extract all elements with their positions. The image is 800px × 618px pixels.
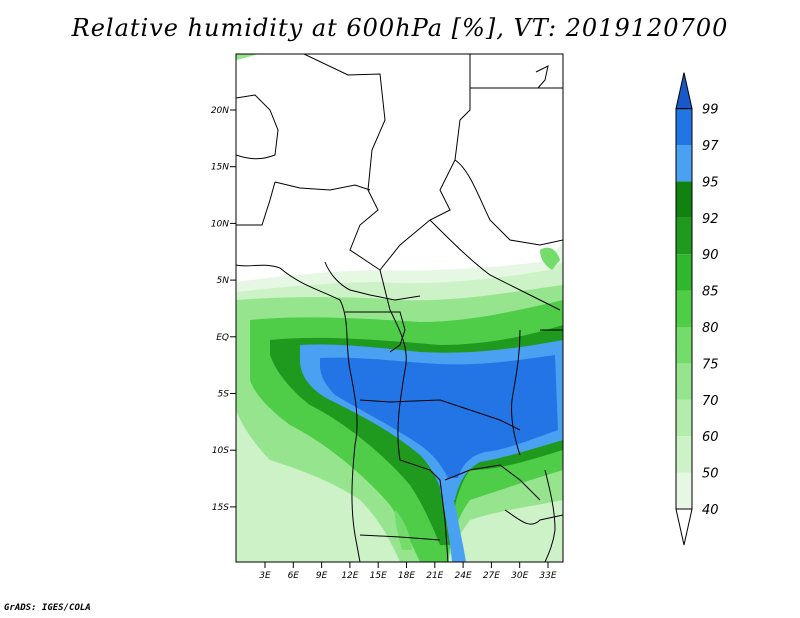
lat-tick-label: 15N: [211, 163, 229, 173]
colorbar-label: 60: [702, 430, 719, 445]
lat-tick-label: 10N: [211, 219, 229, 229]
colorbar-segment: [676, 290, 692, 327]
colorbar-frame: [675, 108, 693, 510]
colorbar-label: 92: [702, 212, 719, 227]
colorbar-segment: [676, 472, 692, 509]
latitude-axis: 20N 15N 10N 5N EQ 5S 10S 15S: [211, 106, 236, 513]
colorbar-label: 50: [702, 467, 719, 482]
colorbar-segment: [676, 145, 692, 182]
colorbar-lower-triangle: [675, 508, 693, 546]
colorbar-segment: [676, 181, 692, 218]
lon-tick-label: 18E: [398, 571, 415, 581]
humidity-field: [236, 54, 563, 562]
colorbar-label: 95: [702, 175, 719, 190]
country-borders: [236, 54, 563, 562]
colorbar-segment: [676, 436, 692, 473]
lon-tick-label: 6E: [288, 571, 300, 581]
lat-tick-label: 5S: [218, 390, 230, 400]
colorbar-label: 40: [702, 503, 719, 518]
map-panel: [236, 54, 563, 562]
colorbar-segment: [676, 327, 692, 364]
colorbar-label: 80: [702, 321, 719, 336]
colorbar-segment: [676, 254, 692, 291]
colorbar-label: 97: [702, 139, 719, 154]
colorbar-label: 90: [702, 248, 719, 263]
lon-tick-label: 21E: [426, 571, 443, 581]
lon-tick-label: 27E: [483, 571, 500, 581]
colorbar-segment: [676, 108, 692, 145]
lon-tick-label: 15E: [370, 571, 387, 581]
lat-tick-label: 5N: [217, 276, 230, 286]
lat-tick-label: 15S: [212, 503, 229, 513]
colorbar-label: 85: [702, 285, 719, 300]
chart-title: Relative humidity at 600hPa [%], VT: 201…: [71, 14, 729, 42]
colorbar-label: 99: [702, 103, 719, 118]
lat-tick-label: 10S: [212, 446, 229, 456]
lat-tick-label: 20N: [211, 106, 229, 116]
lon-tick-label: 9E: [316, 571, 328, 581]
lon-tick-label: 12E: [341, 571, 358, 581]
colorbar-label: 75: [702, 357, 719, 372]
colorbar-segment: [676, 399, 692, 437]
colorbar-segment: [676, 217, 692, 255]
lon-tick-label: 33E: [539, 571, 556, 581]
colorbar-segment: [676, 363, 692, 400]
colorbar-label: 70: [702, 394, 719, 409]
lon-tick-label: 24E: [455, 571, 472, 581]
colorbar-upper-triangle: [675, 72, 693, 110]
map-frame: [235, 53, 564, 563]
lat-tick-label: EQ: [216, 333, 229, 343]
longitude-axis: 3E 6E 9E 12E 15E 18E 21E 24E 27E 30E 33E: [259, 562, 557, 581]
credit-text: GrADS: IGES/COLA: [4, 603, 91, 613]
colorbar: 40 50 60 70 75 80 85 90 92 95 97 99: [675, 72, 719, 546]
lon-tick-label: 30E: [511, 571, 528, 581]
lon-tick-label: 3E: [259, 571, 271, 581]
